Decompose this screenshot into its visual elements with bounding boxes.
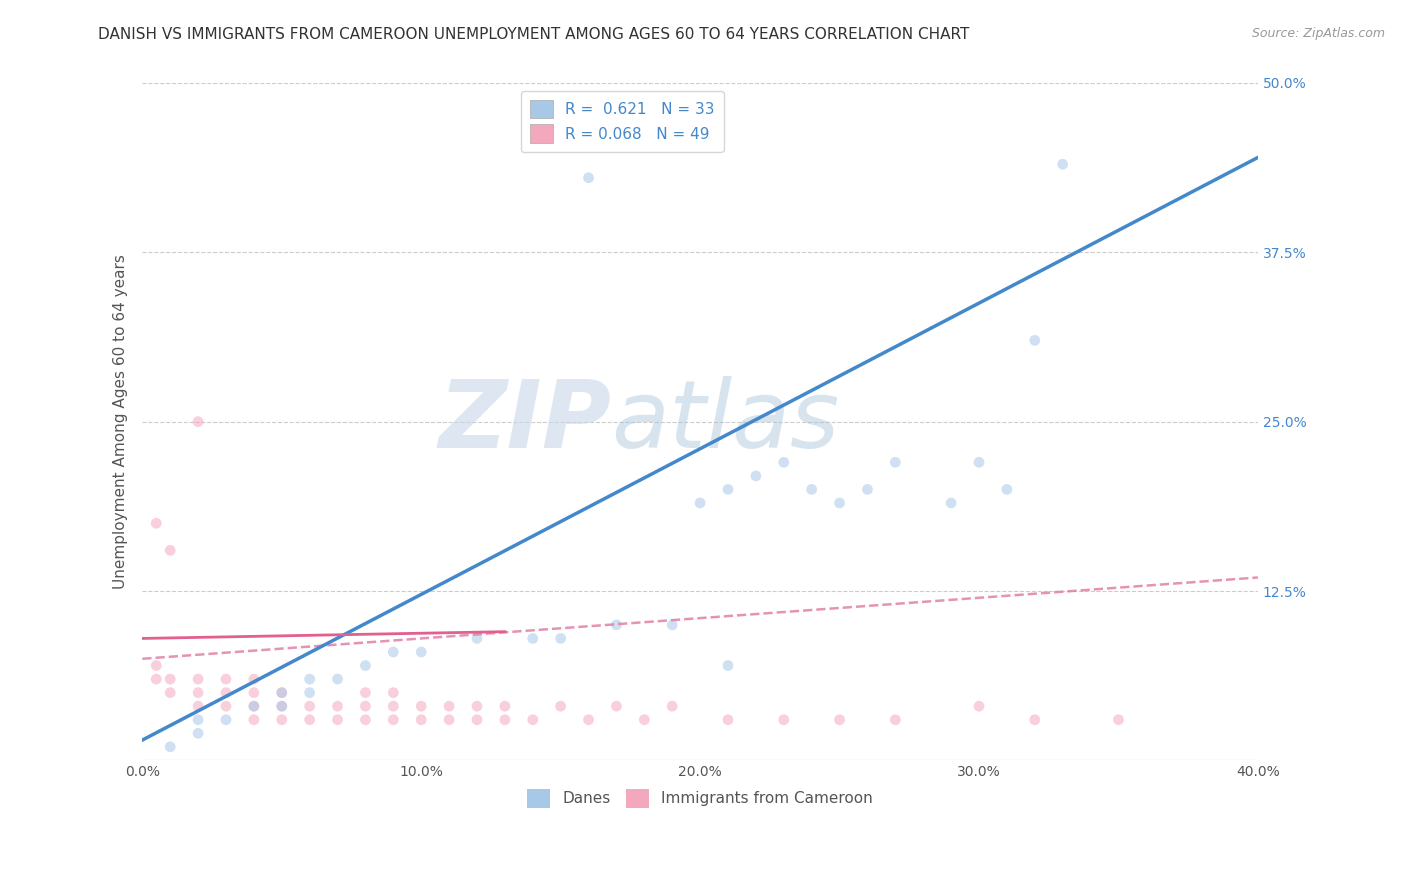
- Point: [633, 713, 655, 727]
- Point: [354, 713, 377, 727]
- Text: DANISH VS IMMIGRANTS FROM CAMEROON UNEMPLOYMENT AMONG AGES 60 TO 64 YEARS CORREL: DANISH VS IMMIGRANTS FROM CAMEROON UNEMP…: [98, 27, 970, 42]
- Point: [1107, 713, 1129, 727]
- Point: [187, 699, 209, 714]
- Point: [578, 170, 600, 185]
- Point: [884, 455, 907, 469]
- Point: [1052, 157, 1074, 171]
- Point: [411, 699, 433, 714]
- Point: [215, 672, 238, 686]
- Point: [939, 496, 962, 510]
- Point: [382, 699, 405, 714]
- Point: [298, 672, 321, 686]
- Point: [772, 713, 794, 727]
- Point: [411, 645, 433, 659]
- Point: [354, 699, 377, 714]
- Point: [828, 713, 851, 727]
- Point: [800, 483, 823, 497]
- Point: [326, 672, 349, 686]
- Point: [159, 672, 181, 686]
- Point: [187, 415, 209, 429]
- Point: [856, 483, 879, 497]
- Point: [298, 686, 321, 700]
- Point: [243, 699, 266, 714]
- Point: [411, 713, 433, 727]
- Point: [772, 455, 794, 469]
- Point: [717, 658, 740, 673]
- Point: [550, 632, 572, 646]
- Point: [578, 713, 600, 727]
- Point: [187, 686, 209, 700]
- Legend: Danes, Immigrants from Cameroon: Danes, Immigrants from Cameroon: [522, 783, 879, 814]
- Point: [187, 672, 209, 686]
- Point: [465, 713, 488, 727]
- Point: [745, 468, 768, 483]
- Point: [159, 739, 181, 754]
- Point: [243, 672, 266, 686]
- Point: [243, 686, 266, 700]
- Point: [145, 658, 167, 673]
- Point: [326, 699, 349, 714]
- Point: [187, 713, 209, 727]
- Text: ZIP: ZIP: [439, 376, 610, 467]
- Point: [298, 699, 321, 714]
- Point: [661, 618, 683, 632]
- Point: [382, 645, 405, 659]
- Point: [159, 543, 181, 558]
- Point: [145, 516, 167, 531]
- Point: [884, 713, 907, 727]
- Point: [661, 699, 683, 714]
- Point: [270, 699, 292, 714]
- Point: [382, 686, 405, 700]
- Point: [717, 483, 740, 497]
- Point: [828, 496, 851, 510]
- Point: [550, 699, 572, 714]
- Point: [437, 713, 460, 727]
- Text: atlas: atlas: [610, 376, 839, 467]
- Point: [354, 686, 377, 700]
- Point: [717, 713, 740, 727]
- Point: [967, 455, 990, 469]
- Point: [689, 496, 711, 510]
- Point: [270, 686, 292, 700]
- Point: [522, 713, 544, 727]
- Point: [1024, 713, 1046, 727]
- Point: [494, 699, 516, 714]
- Point: [465, 699, 488, 714]
- Text: Source: ZipAtlas.com: Source: ZipAtlas.com: [1251, 27, 1385, 40]
- Point: [522, 632, 544, 646]
- Point: [298, 713, 321, 727]
- Y-axis label: Unemployment Among Ages 60 to 64 years: Unemployment Among Ages 60 to 64 years: [114, 254, 128, 589]
- Point: [326, 713, 349, 727]
- Point: [243, 713, 266, 727]
- Point: [270, 713, 292, 727]
- Point: [494, 713, 516, 727]
- Point: [243, 699, 266, 714]
- Point: [145, 672, 167, 686]
- Point: [995, 483, 1018, 497]
- Point: [967, 699, 990, 714]
- Point: [354, 658, 377, 673]
- Point: [215, 713, 238, 727]
- Point: [382, 713, 405, 727]
- Point: [1024, 334, 1046, 348]
- Point: [437, 699, 460, 714]
- Point: [465, 632, 488, 646]
- Point: [215, 686, 238, 700]
- Point: [215, 699, 238, 714]
- Point: [270, 699, 292, 714]
- Point: [605, 618, 627, 632]
- Point: [187, 726, 209, 740]
- Point: [270, 686, 292, 700]
- Point: [159, 686, 181, 700]
- Point: [605, 699, 627, 714]
